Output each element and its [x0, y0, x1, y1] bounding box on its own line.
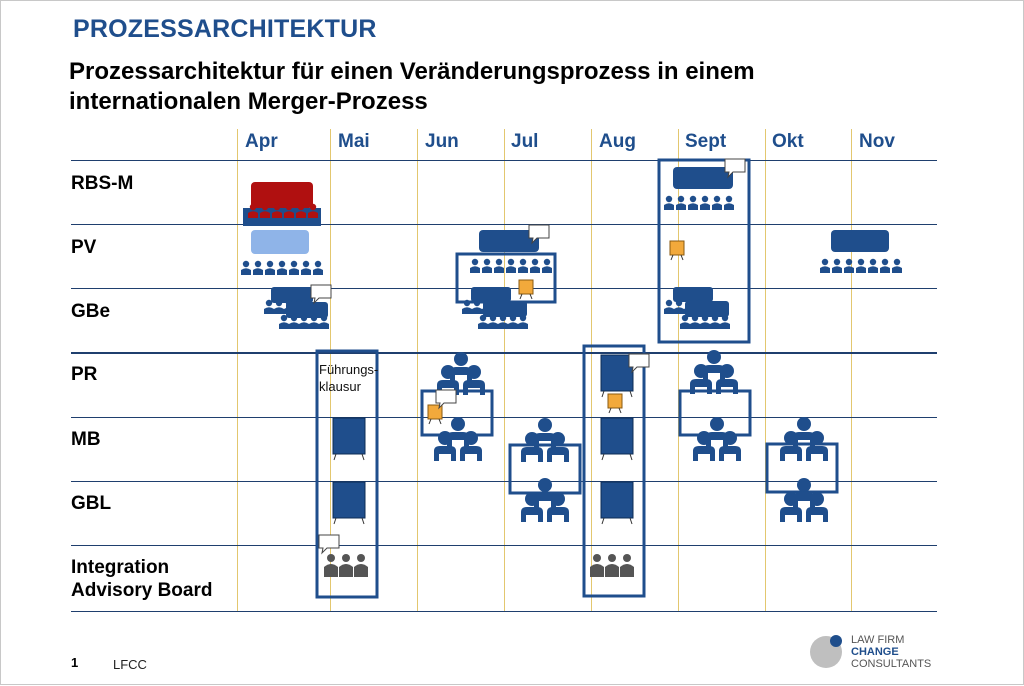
- logo-line-1: LAW FIRM: [851, 634, 905, 646]
- row-label-advisory-board: Advisory Board: [71, 580, 213, 601]
- meeting-group-icon: [241, 230, 323, 275]
- meeting-group-icon: [470, 224, 552, 273]
- slide-title: Prozessarchitektur für einen Veränderung…: [69, 57, 755, 117]
- row-divider: [71, 160, 937, 161]
- month-divider: [765, 129, 766, 611]
- annotation-line-2: klausur: [319, 379, 361, 394]
- title-line-1: Prozessarchitektur für einen Veränderung…: [69, 58, 755, 85]
- month-divider: [678, 129, 679, 611]
- month-sept: Sept: [685, 131, 727, 152]
- logo-text: LAW FIRM CHANGE CONSULTANTS: [851, 634, 931, 670]
- month-divider: [237, 129, 238, 611]
- month-jun: Jun: [425, 131, 459, 152]
- row-divider: [71, 545, 937, 546]
- month-jul: Jul: [511, 131, 539, 152]
- row-label-mb: MB: [71, 429, 101, 450]
- month-nov: Nov: [859, 131, 895, 152]
- row-label-rbs-m: RBS-M: [71, 173, 134, 194]
- presenter-group-icon: [780, 478, 828, 522]
- meeting-group-icon: [664, 158, 746, 210]
- board-icon: [600, 481, 634, 525]
- title-line-2: internationalen Merger-Prozess: [69, 88, 428, 115]
- flipchart-icon: [669, 240, 685, 261]
- month-mai: Mai: [338, 131, 370, 152]
- company-logo: [810, 635, 842, 668]
- page-number: 1: [71, 655, 79, 670]
- board-icon: [332, 417, 366, 461]
- meeting-group-icon: [264, 284, 332, 329]
- month-divider: [504, 129, 505, 611]
- board-icon: [600, 354, 634, 398]
- meeting-group-icon: [664, 287, 730, 329]
- month-divider: [851, 129, 852, 611]
- phase-box-okt: [765, 442, 839, 494]
- meeting-group-icon: [820, 230, 902, 273]
- month-divider: [330, 129, 331, 611]
- row-divider: [71, 352, 937, 354]
- flipchart-icon: [427, 404, 443, 425]
- footer-source: LFCC: [113, 657, 147, 672]
- phase-box-aug: [582, 344, 646, 598]
- slide-kicker: PROZESSARCHITEKTUR: [73, 15, 377, 43]
- board-icon: [332, 481, 366, 525]
- phase-box-sept: [657, 158, 751, 344]
- logo-line-2: CHANGE: [851, 646, 899, 658]
- month-divider: [417, 129, 418, 611]
- presenter-group-icon: [324, 554, 368, 577]
- row-divider: [71, 417, 937, 418]
- row-label-pr: PR: [71, 364, 98, 385]
- row-label-pv: PV: [71, 237, 97, 258]
- flipchart-icon: [518, 279, 534, 300]
- row-divider: [71, 224, 937, 225]
- meeting-group-icon: [462, 287, 528, 329]
- presenter-group-icon: [693, 417, 741, 461]
- annotation-line-1: Führungs-: [319, 362, 379, 377]
- month-aug: Aug: [599, 131, 636, 152]
- board-icon: [600, 417, 634, 461]
- presenter-group-icon: [521, 478, 569, 522]
- presenter-group-icon: [780, 417, 828, 461]
- month-divider: [591, 129, 592, 611]
- row-label-gbe: GBe: [71, 301, 111, 322]
- month-okt: Okt: [772, 131, 804, 152]
- row-label-integration: Integration: [71, 557, 170, 578]
- meeting-group-icon: [243, 182, 321, 226]
- annotation-fuehrungsklausur: Führungs- klausur: [319, 361, 378, 395]
- speech-bubble-icon: [310, 284, 332, 304]
- phase-box-mai: [315, 349, 379, 599]
- month-apr: Apr: [245, 131, 278, 152]
- presenter-group-icon: [521, 418, 569, 462]
- row-divider: [71, 611, 937, 612]
- presenter-group-icon: [690, 350, 738, 394]
- flipchart-icon: [607, 393, 623, 414]
- row-divider: [71, 481, 937, 482]
- row-label-gbl: GBL: [71, 493, 112, 514]
- presenter-group-icon: [590, 554, 634, 577]
- speech-bubble-icon: [318, 534, 340, 554]
- presenter-group-icon: [437, 352, 485, 395]
- logo-line-3: CONSULTANTS: [851, 658, 932, 670]
